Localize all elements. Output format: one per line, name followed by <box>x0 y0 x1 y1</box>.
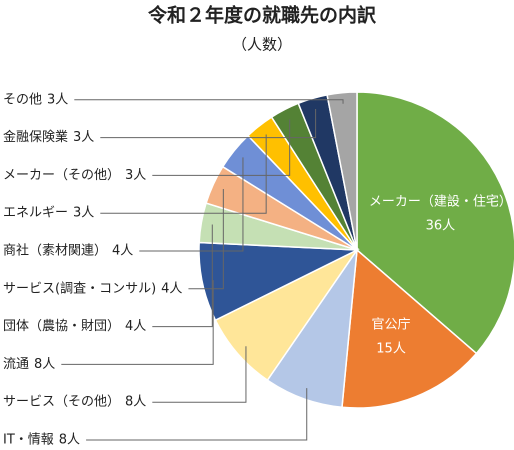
slice-label: 流通 <box>3 357 29 372</box>
leader-line <box>100 134 267 214</box>
slice-value-label: 3人 <box>73 130 94 145</box>
slice-label: エネルギー <box>3 206 68 221</box>
leader-line <box>188 188 224 290</box>
leader-line <box>74 99 344 104</box>
slice-value-label: 3人 <box>125 168 146 183</box>
leader-line <box>152 346 247 403</box>
slice-label: 金融保険業 <box>3 129 68 145</box>
chart-title: 令和２年度の就職先の内訳 <box>148 4 377 27</box>
slice-label: 官公庁 <box>372 317 411 333</box>
leader-line <box>61 280 214 365</box>
pie-slice <box>356 91 514 355</box>
leader-line <box>139 157 244 252</box>
slice-value-label: 15人 <box>376 342 406 357</box>
slice-label: サービス（その他） <box>3 395 120 410</box>
slice-label: サービス(調査・コンサル) <box>3 281 156 296</box>
slice-label: メーカー（その他） <box>3 168 120 183</box>
leader-line <box>100 109 317 139</box>
slice-label: IT・情報 <box>3 433 54 448</box>
slice-value-label: 8人 <box>34 357 55 372</box>
leader-line <box>152 224 213 328</box>
slice-value-label: 4人 <box>161 281 182 296</box>
leader-line <box>86 388 308 441</box>
pie-slice <box>326 91 358 251</box>
slice-label: 商社（素材関連） <box>3 243 107 259</box>
slice-value-label: 3人 <box>73 206 94 221</box>
slice-value-label: 4人 <box>112 244 133 259</box>
slice-value-label: 8人 <box>59 433 80 448</box>
pie-slice <box>341 248 478 409</box>
slice-label: その他 <box>3 92 42 107</box>
slice-value-label: 8人 <box>125 395 146 410</box>
slice-label: メーカー（建設・住宅） <box>369 193 512 209</box>
chart-subtitle: （人数） <box>232 36 292 54</box>
slice-value-label: 4人 <box>125 319 146 334</box>
slice-value-label: 3人 <box>47 92 68 107</box>
slice-value-label: 36人 <box>426 218 456 233</box>
slice-label: 団体（農協・財団） <box>3 319 120 334</box>
